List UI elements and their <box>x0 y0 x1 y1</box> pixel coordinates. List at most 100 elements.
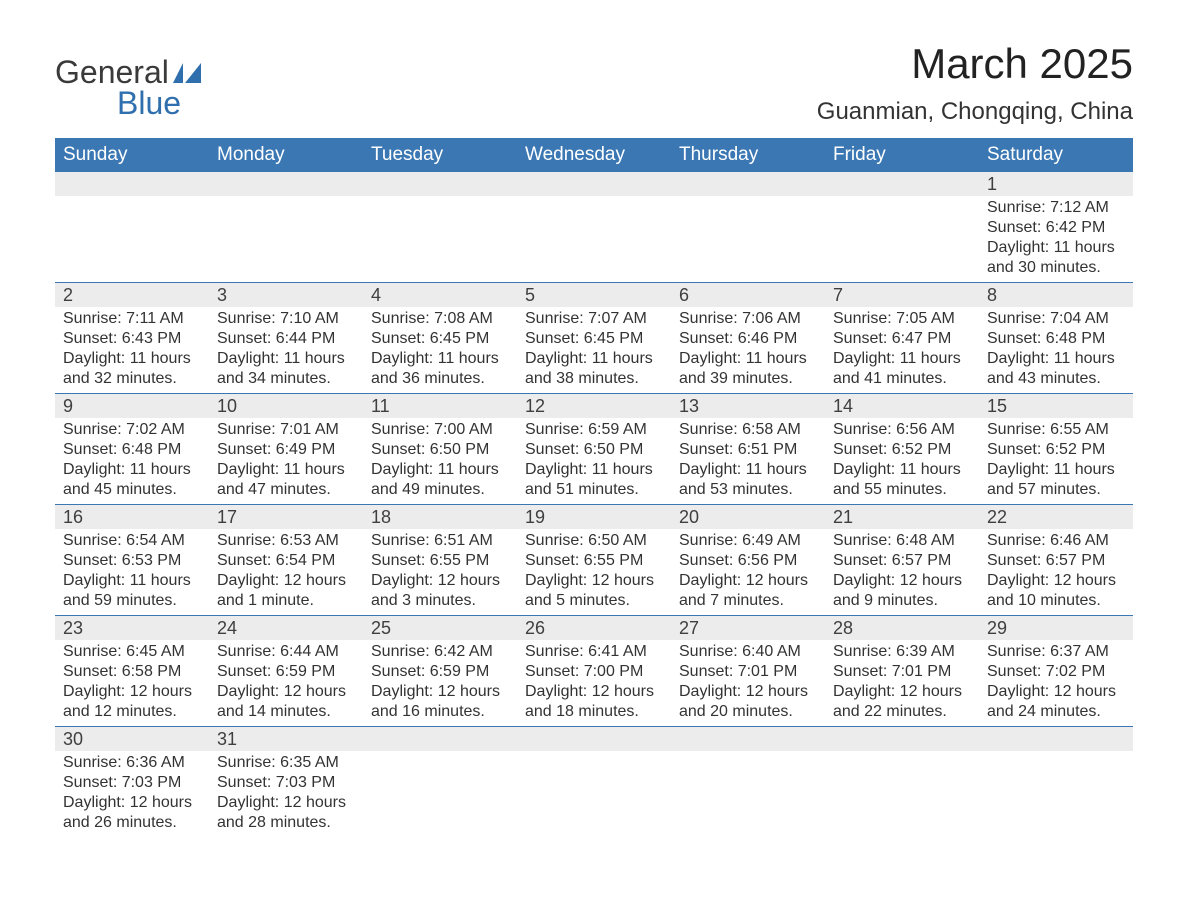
day-number-cell: 12 <box>517 394 671 419</box>
daylight-line: Daylight: 11 hours <box>679 349 817 369</box>
day-detail-cell <box>517 196 671 283</box>
day-number: 25 <box>371 618 391 638</box>
day-number: 14 <box>833 396 853 416</box>
daylight-line: Daylight: 11 hours <box>525 349 663 369</box>
sunrise-line: Sunrise: 7:12 AM <box>987 198 1125 218</box>
daylight-line: and 43 minutes. <box>987 369 1125 389</box>
week-detail-row: Sunrise: 6:45 AMSunset: 6:58 PMDaylight:… <box>55 640 1133 727</box>
daylight-line: and 36 minutes. <box>371 369 509 389</box>
sunrise-line: Sunrise: 7:08 AM <box>371 309 509 329</box>
day-detail-cell: Sunrise: 6:42 AMSunset: 6:59 PMDaylight:… <box>363 640 517 727</box>
sunrise-line: Sunrise: 6:58 AM <box>679 420 817 440</box>
daylight-line: and 9 minutes. <box>833 591 971 611</box>
day-number: 24 <box>217 618 237 638</box>
day-number-cell <box>825 172 979 196</box>
day-detail-cell <box>209 196 363 283</box>
day-number-cell: 19 <box>517 505 671 530</box>
daylight-line: and 26 minutes. <box>63 813 201 833</box>
sunset-line: Sunset: 6:42 PM <box>987 218 1125 238</box>
day-detail-cell <box>979 751 1133 837</box>
sunrise-line: Sunrise: 6:37 AM <box>987 642 1125 662</box>
day-number: 21 <box>833 507 853 527</box>
day-detail-cell <box>363 196 517 283</box>
daylight-line: Daylight: 11 hours <box>371 460 509 480</box>
day-number-cell: 9 <box>55 394 209 419</box>
sunset-line: Sunset: 7:00 PM <box>525 662 663 682</box>
week-number-row: 9101112131415 <box>55 394 1133 419</box>
logo-text-blue: Blue <box>117 85 181 122</box>
day-number-cell: 25 <box>363 616 517 641</box>
day-number-cell <box>825 727 979 752</box>
daylight-line: and 12 minutes. <box>63 702 201 722</box>
sunrise-line: Sunrise: 7:02 AM <box>63 420 201 440</box>
sunset-line: Sunset: 6:55 PM <box>525 551 663 571</box>
day-number-cell <box>363 727 517 752</box>
day-detail-cell: Sunrise: 6:56 AMSunset: 6:52 PMDaylight:… <box>825 418 979 505</box>
day-detail-cell: Sunrise: 7:07 AMSunset: 6:45 PMDaylight:… <box>517 307 671 394</box>
day-number: 12 <box>525 396 545 416</box>
day-number-cell: 2 <box>55 283 209 308</box>
sunset-line: Sunset: 6:57 PM <box>987 551 1125 571</box>
day-detail-cell: Sunrise: 7:05 AMSunset: 6:47 PMDaylight:… <box>825 307 979 394</box>
sunrise-line: Sunrise: 7:10 AM <box>217 309 355 329</box>
sunrise-line: Sunrise: 6:39 AM <box>833 642 971 662</box>
day-number-cell: 17 <box>209 505 363 530</box>
day-number: 20 <box>679 507 699 527</box>
day-number-cell <box>517 172 671 196</box>
week-detail-row: Sunrise: 7:12 AMSunset: 6:42 PMDaylight:… <box>55 196 1133 283</box>
week-number-row: 16171819202122 <box>55 505 1133 530</box>
day-number: 11 <box>371 396 390 416</box>
day-detail-cell <box>55 196 209 283</box>
daylight-line: and 38 minutes. <box>525 369 663 389</box>
sunrise-line: Sunrise: 6:35 AM <box>217 753 355 773</box>
day-detail-cell: Sunrise: 6:49 AMSunset: 6:56 PMDaylight:… <box>671 529 825 616</box>
sunset-line: Sunset: 6:55 PM <box>371 551 509 571</box>
day-number-cell <box>55 172 209 196</box>
day-number: 7 <box>833 285 843 305</box>
day-detail-cell <box>825 196 979 283</box>
daylight-line: and 32 minutes. <box>63 369 201 389</box>
daylight-line: Daylight: 11 hours <box>833 460 971 480</box>
daylight-line: and 55 minutes. <box>833 480 971 500</box>
daylight-line: Daylight: 11 hours <box>217 349 355 369</box>
daylight-line: and 53 minutes. <box>679 480 817 500</box>
daylight-line: Daylight: 12 hours <box>679 682 817 702</box>
day-number: 15 <box>987 396 1007 416</box>
sunrise-line: Sunrise: 7:07 AM <box>525 309 663 329</box>
day-header: Wednesday <box>517 138 671 172</box>
day-detail-cell: Sunrise: 6:59 AMSunset: 6:50 PMDaylight:… <box>517 418 671 505</box>
sunrise-line: Sunrise: 7:11 AM <box>63 309 201 329</box>
day-header-row: Sunday Monday Tuesday Wednesday Thursday… <box>55 138 1133 172</box>
sunset-line: Sunset: 6:50 PM <box>371 440 509 460</box>
day-number-cell: 29 <box>979 616 1133 641</box>
day-number-cell: 7 <box>825 283 979 308</box>
day-number-cell: 20 <box>671 505 825 530</box>
sunset-line: Sunset: 6:47 PM <box>833 329 971 349</box>
daylight-line: and 14 minutes. <box>217 702 355 722</box>
sunset-line: Sunset: 6:44 PM <box>217 329 355 349</box>
daylight-line: and 57 minutes. <box>987 480 1125 500</box>
sunrise-line: Sunrise: 7:00 AM <box>371 420 509 440</box>
day-number: 9 <box>63 396 73 416</box>
daylight-line: and 45 minutes. <box>63 480 201 500</box>
day-number: 2 <box>63 285 73 305</box>
sunset-line: Sunset: 7:01 PM <box>833 662 971 682</box>
sunrise-line: Sunrise: 6:59 AM <box>525 420 663 440</box>
daylight-line: and 7 minutes. <box>679 591 817 611</box>
day-detail-cell: Sunrise: 6:54 AMSunset: 6:53 PMDaylight:… <box>55 529 209 616</box>
daylight-line: Daylight: 12 hours <box>217 682 355 702</box>
sunset-line: Sunset: 6:53 PM <box>63 551 201 571</box>
sunset-line: Sunset: 6:49 PM <box>217 440 355 460</box>
day-detail-cell: Sunrise: 6:41 AMSunset: 7:00 PMDaylight:… <box>517 640 671 727</box>
day-header: Thursday <box>671 138 825 172</box>
week-number-row: 23242526272829 <box>55 616 1133 641</box>
daylight-line: Daylight: 11 hours <box>525 460 663 480</box>
sunset-line: Sunset: 6:45 PM <box>371 329 509 349</box>
sunset-line: Sunset: 6:56 PM <box>679 551 817 571</box>
day-header: Tuesday <box>363 138 517 172</box>
sunset-line: Sunset: 6:59 PM <box>371 662 509 682</box>
day-number-cell: 22 <box>979 505 1133 530</box>
sunrise-line: Sunrise: 6:50 AM <box>525 531 663 551</box>
sunset-line: Sunset: 6:50 PM <box>525 440 663 460</box>
daylight-line: and 22 minutes. <box>833 702 971 722</box>
